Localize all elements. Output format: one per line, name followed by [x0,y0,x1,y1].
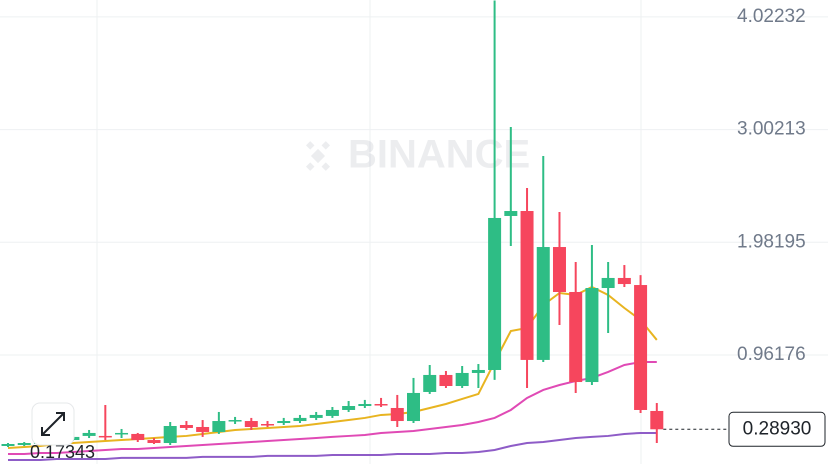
candle-body [325,409,339,416]
candle-body [374,404,388,406]
candle-body [439,374,453,387]
candle-body [17,443,31,445]
candle-body [585,288,599,383]
candle-body [98,435,112,438]
moving-average-line [8,431,657,462]
candle-body [520,211,534,360]
last-price-label: 0.28930 [743,418,812,439]
candle-body [569,291,583,383]
candle-body [196,426,210,432]
candle-body [617,277,631,285]
watermark-text: BINANCE [348,133,530,177]
candle-body [634,285,648,410]
candle-body [342,406,356,410]
candle-body [455,372,469,387]
candle-body [163,425,177,444]
candle-body [488,217,502,370]
candle-body [504,211,518,216]
candle-body [82,432,96,436]
candle-body [1,444,15,446]
candle-body [407,392,420,422]
candle-body [471,369,485,373]
watermark: BINANCE [305,133,530,177]
candle-body [650,410,664,430]
candle-body [244,421,258,427]
candle-body [293,417,307,422]
y-tick-label: 0.96176 [737,344,806,365]
candle-body [309,414,323,418]
y-tick-label: 4.02232 [737,6,806,27]
candle-body [212,421,226,432]
y-tick-label: 1.98195 [737,231,806,252]
moving-average-line [8,361,657,455]
candle-body [552,247,566,292]
candle-body [115,432,129,435]
candle-body [536,247,550,360]
candle-body [390,407,404,422]
expand-button[interactable] [31,402,75,446]
y-tick-label: 3.00213 [737,119,806,140]
candle-body [601,277,615,289]
candle-body [277,421,291,424]
candle-body [358,404,372,406]
candle-body [179,425,193,428]
candle-body [261,424,275,426]
candle-body [423,374,437,392]
candle-body [147,440,161,444]
candle-body [228,420,242,422]
last-price-box [728,411,826,447]
candle-body [131,433,145,441]
low-label: 0.17343 [30,442,95,462]
